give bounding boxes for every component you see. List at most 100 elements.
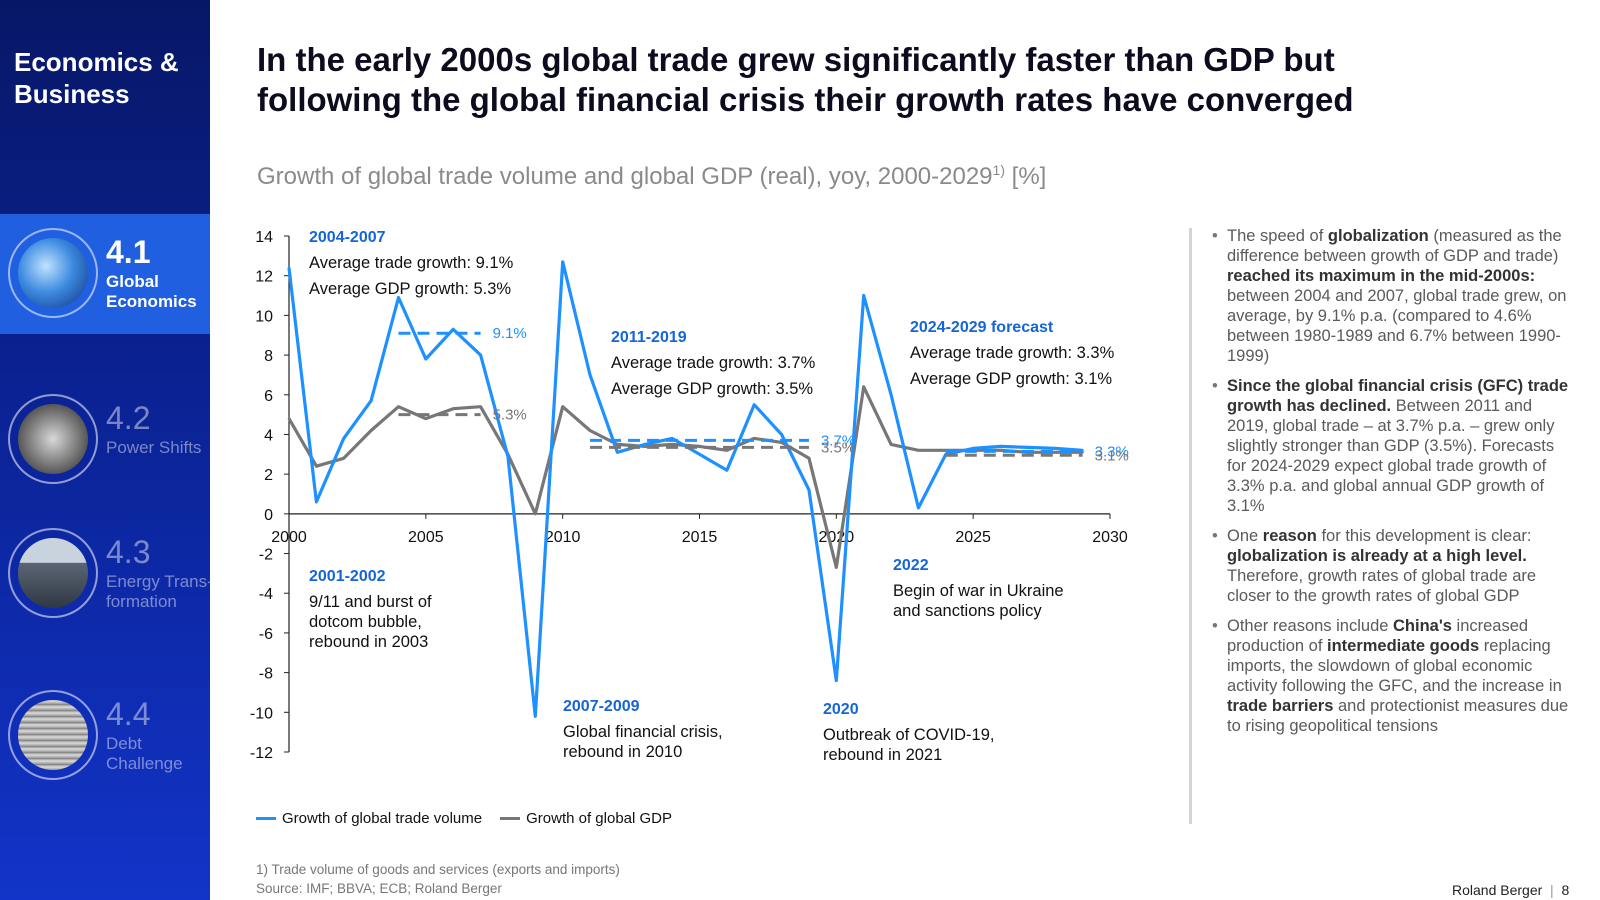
annotation-period: 2004-2007 (309, 229, 386, 246)
trade-data-point (616, 451, 619, 454)
sidebar-item-label: Energy Trans-formation (106, 572, 213, 611)
trade-data-point (753, 403, 756, 406)
gdp-data-point (397, 405, 400, 408)
y-tick-label: 6 (264, 388, 273, 405)
y-tick-label: -12 (250, 745, 273, 762)
subtitle-text: Growth of global trade volume and global… (257, 163, 993, 190)
gdp-average-label: 5.3% (493, 407, 527, 424)
trade-data-point (835, 679, 838, 682)
finding-bullet: The speed of globalization (measured as … (1212, 226, 1572, 366)
gdp-data-point (315, 465, 318, 468)
trade-data-point (287, 266, 291, 269)
sidebar-item-number: 4.3 (106, 534, 151, 570)
sidebar-item-debt-challenge[interactable]: 4.4 Debt Challenge (0, 676, 210, 796)
gdp-data-point (287, 417, 291, 420)
y-tick-label: -8 (259, 666, 273, 683)
sidebar-item-number: 4.2 (106, 400, 151, 436)
footnote: 1) Trade volume of goods and services (e… (256, 862, 620, 877)
sidebar-item-global-economics[interactable]: 4.1 Global Economics (0, 214, 210, 334)
gdp-data-point (369, 429, 373, 432)
gdp-data-point (616, 443, 619, 446)
annotation-text: Average trade growth: 3.7% (611, 354, 816, 372)
trade-data-point (342, 437, 345, 440)
sidebar-item-label: Power Shifts (106, 438, 202, 457)
y-tick-label: 4 (264, 427, 273, 444)
sidebar: Economics & Business 4.1 Global Economic… (0, 0, 213, 900)
legend-item-trade: Growth of global trade volume (256, 810, 482, 827)
annotation-period: 2024-2029 forecast (910, 319, 1054, 336)
trade-data-point (369, 399, 373, 402)
x-tick-label: 2030 (1092, 529, 1128, 546)
trade-data-point (999, 445, 1002, 448)
x-tick-label: 2020 (819, 529, 855, 546)
gdp-data-point (588, 429, 592, 432)
key-findings-panel: The speed of globalization (measured as … (1212, 226, 1572, 746)
y-tick-label: -10 (250, 705, 273, 722)
y-tick-label: 12 (255, 269, 273, 286)
sidebar-item-power-shifts[interactable]: 4.2 Power Shifts (0, 380, 210, 500)
subtitle-footnote-ref: 1) (992, 162, 1005, 178)
y-tick-label: 2 (264, 467, 273, 484)
gdp-data-point (698, 445, 701, 448)
annotation-text: Outbreak of COVID-19, (823, 726, 995, 744)
x-tick-label: 2015 (682, 529, 718, 546)
trade-data-point (971, 447, 975, 450)
trade-data-point (889, 393, 893, 396)
globe-icon (8, 228, 98, 318)
gdp-data-point (561, 405, 564, 408)
chart-subtitle: Growth of global trade volume and global… (257, 162, 1046, 191)
gdp-data-point (342, 457, 345, 460)
annotation-text: 9/11 and burst of (309, 593, 432, 611)
x-tick-label: 2000 (271, 529, 307, 546)
gdp-data-point (862, 385, 865, 389)
trade-gdp-line-chart: 14 12 10 8 6 4 2 0 -2 -4 -6 -8 -10 -12 2000 2005 2010 201… (250, 229, 1129, 764)
panel-divider (1189, 228, 1192, 824)
annotation-text: Average trade growth: 3.3% (910, 344, 1115, 362)
trade-data-point (1026, 446, 1030, 449)
gdp-data-point (725, 449, 729, 452)
gdp-data-point (452, 407, 455, 410)
gdp-data-point (917, 449, 920, 452)
trade-average-label: 9.1% (493, 325, 527, 342)
x-tick-label: 2010 (545, 529, 581, 546)
annotation-period: 2020 (823, 701, 859, 718)
y-tick-label: 8 (264, 348, 273, 365)
sidebar-item-label: Global Economics (106, 272, 197, 311)
trade-data-point (452, 328, 455, 331)
annotation-text: Begin of war in Ukraine (893, 582, 1064, 600)
legend-label-trade: Growth of global trade volume (282, 810, 483, 827)
annotation-text: Average trade growth: 9.1% (309, 254, 514, 272)
annotation-period: 2011-2019 (611, 329, 687, 346)
x-tick-label: 2025 (955, 529, 991, 546)
annotation-text: dotcom bubble, (309, 613, 422, 631)
trade-data-point (315, 500, 318, 504)
y-tick-label: -2 (259, 547, 273, 564)
page-number: 8 (1561, 882, 1570, 898)
subtitle-unit: [%] (1011, 163, 1047, 190)
annotation-text: Average GDP growth: 5.3% (309, 280, 511, 298)
solar-panel-icon (8, 528, 98, 618)
legend-swatch-gdp (500, 817, 521, 820)
annotation-text: and sanctions policy (893, 602, 1042, 620)
y-tick-label: 14 (255, 229, 273, 246)
sidebar-item-energy-transformation[interactable]: 4.3 Energy Trans-formation (0, 514, 213, 634)
y-tick-label: -4 (259, 586, 273, 603)
legend-swatch-trade (256, 817, 276, 820)
trade-data-point (643, 443, 646, 446)
gdp-data-point (424, 417, 428, 420)
annotation-text: Average GDP growth: 3.1% (910, 370, 1112, 388)
trade-data-point (397, 296, 400, 299)
annotation-period: 2022 (893, 557, 929, 574)
legend-label-gdp: Growth of global GDP (526, 810, 673, 827)
trade-data-point (807, 488, 811, 492)
gdp-data-point (889, 443, 893, 446)
y-tick-label: 10 (255, 308, 273, 325)
gdp-average-label: 3.1% (1095, 447, 1129, 464)
annotation-text: rebound in 2003 (309, 633, 428, 651)
annotation-text: rebound in 2021 (823, 746, 942, 764)
source-note: Source: IMF; BBVA; ECB; Roland Berger (256, 881, 502, 896)
trade-data-point (479, 353, 482, 357)
gdp-data-point (479, 405, 482, 408)
annotation-text: rebound in 2010 (563, 743, 682, 761)
trade-data-point (725, 468, 729, 472)
